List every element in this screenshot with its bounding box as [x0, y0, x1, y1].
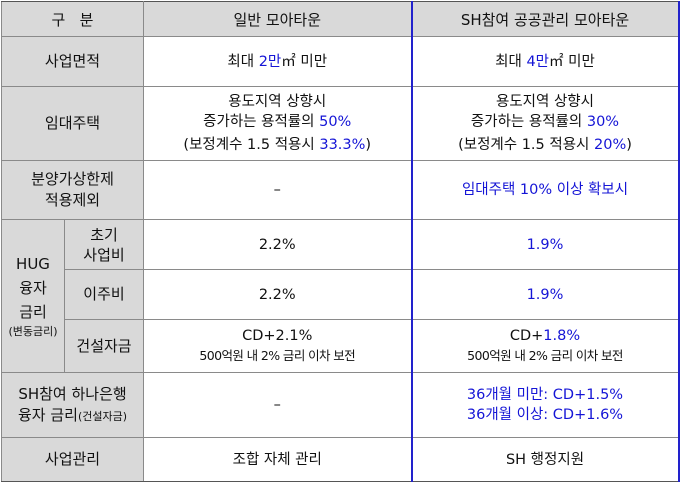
price-cap-general: – [143, 160, 413, 220]
header-category: 구 분 [1, 1, 144, 37]
area-sh: 최대 4만㎡ 미만 [410, 36, 680, 87]
rental-general: 용도지역 상향시 증가하는 용적률의 50% (보정계수 1.5 적용시 33.… [143, 86, 413, 161]
initial-cost-general: 2.2% [143, 219, 413, 270]
row-label-relocation: 이주비 [64, 269, 144, 320]
row-label-hana-loan: SH참여 하나은행 융자 금리(건설자금) [1, 372, 144, 438]
hana-loan-general: – [143, 372, 413, 438]
hana-loan-sh: 36개월 미만: CD+1.5% 36개월 이상: CD+1.6% [410, 372, 680, 438]
row-label-price-cap: 분양가상한제 적용제외 [1, 160, 144, 220]
row-label-rental: 임대주택 [1, 86, 144, 161]
construction-general: CD+2.1% 500억원 내 2% 금리 이차 보전 [143, 319, 413, 373]
initial-cost-sh: 1.9% [410, 219, 680, 270]
price-cap-sh: 임대주택 10% 이상 확보시 [410, 160, 680, 220]
row-label-area: 사업면적 [1, 36, 144, 87]
area-general: 최대 2만㎡ 미만 [143, 36, 413, 87]
relocation-general: 2.2% [143, 269, 413, 320]
row-label-construction: 건설자금 [64, 319, 144, 373]
row-label-initial-cost: 초기 사업비 [64, 219, 144, 270]
header-sh-moatown: SH참여 공공관리 모아타운 [410, 1, 680, 37]
construction-sh: CD+1.8% 500억원 내 2% 금리 이차 보전 [410, 319, 680, 373]
row-label-hug-group: HUG 융자 금리 (변동금리) [1, 219, 65, 373]
relocation-sh: 1.9% [410, 269, 680, 320]
rental-sh: 용도지역 상향시 증가하는 용적률의 30% (보정계수 1.5 적용시 20%… [410, 86, 680, 161]
header-general-moatown: 일반 모아타운 [143, 1, 413, 37]
